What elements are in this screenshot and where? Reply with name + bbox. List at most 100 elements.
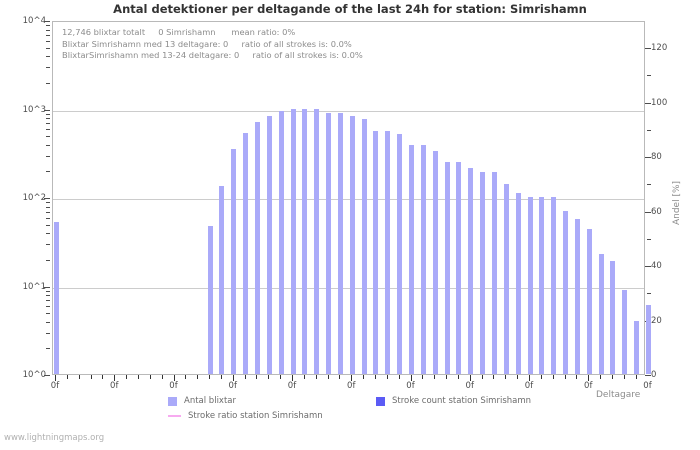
- y-axis-major-tick: [44, 198, 50, 199]
- bar: [254, 122, 260, 374]
- x-axis-minor-tick: [126, 375, 128, 379]
- gridline: [53, 199, 644, 200]
- bar: [290, 108, 296, 374]
- bar: [337, 112, 343, 374]
- bar: [373, 130, 379, 374]
- x-axis-minor-tick: [102, 375, 104, 379]
- x-axis-minor-tick: [422, 375, 424, 379]
- x-axis-minor-tick: [540, 375, 542, 379]
- plot-area: 12,746 blixtar totalt 0 Simrishamn mean …: [52, 21, 651, 375]
- x-axis-tick-label: 0f: [406, 381, 415, 391]
- bar: [326, 113, 332, 374]
- y-axis-minor-tick: [46, 129, 50, 131]
- chart-annotation-text: 12,746 blixtar totalt 0 Simrishamn mean …: [62, 27, 363, 62]
- bar: [515, 193, 521, 374]
- y-axis-minor-tick: [46, 224, 50, 226]
- x-axis-minor-tick: [327, 375, 329, 379]
- y2-axis-tick-label: 0: [651, 370, 657, 380]
- x-axis-major-tick: [55, 375, 56, 381]
- y2-axis-major-tick: [645, 102, 651, 104]
- legend-label: Stroke count station Simrishamn: [392, 396, 532, 406]
- x-axis-tick-label: 0f: [643, 381, 652, 391]
- x-axis-tick-label: 0f: [110, 381, 119, 391]
- y2-axis-tick-label: 100: [651, 97, 668, 108]
- x-axis-minor-tick: [197, 375, 199, 379]
- x-axis-minor-tick: [268, 375, 270, 379]
- bar: [491, 172, 497, 374]
- x-axis-minor-tick: [517, 375, 519, 379]
- annotation-line-3: BlixtarSimrishamn med 13-24 deltagare: 0…: [62, 50, 363, 61]
- x-axis-minor-tick: [220, 375, 222, 379]
- bar: [468, 168, 474, 374]
- y-axis-right-labels: 0 20 40 60 80 100 120: [651, 21, 697, 380]
- bar: [349, 115, 355, 374]
- y2-axis-tick-label: 20: [651, 315, 662, 326]
- y-axis-minor-tick: [46, 113, 50, 115]
- x-axis-minor-tick: [457, 375, 459, 379]
- bar: [634, 320, 640, 374]
- y2-axis-minor-tick: [647, 293, 651, 295]
- y-axis-minor-tick: [46, 123, 50, 125]
- y-axis-minor-tick: [46, 144, 50, 146]
- x-axis-minor-tick: [339, 375, 341, 379]
- y-axis-tick-label: 10^4: [22, 16, 46, 26]
- y-axis-minor-tick: [46, 233, 50, 235]
- y-axis-minor-tick: [46, 211, 50, 213]
- y2-axis-minor-tick: [647, 75, 651, 77]
- legend-antal-blixtar[interactable]: Antal blixtar: [168, 396, 236, 406]
- x-axis-tick-label: 0f: [50, 381, 60, 391]
- x-axis-tick-label: 0f: [465, 381, 474, 391]
- y-axis-minor-tick: [46, 136, 50, 138]
- bar: [622, 289, 628, 374]
- y-axis-minor-tick: [46, 118, 50, 120]
- legend-stroke-ratio[interactable]: Stroke ratio station Simrishamn: [168, 411, 323, 421]
- x-axis-minor-tick: [576, 375, 578, 379]
- y-axis-minor-tick: [46, 206, 50, 208]
- x-axis-title: Deltagare: [596, 390, 641, 400]
- y2-axis-tick-label: 80: [651, 152, 662, 163]
- x-axis-tick-label: 0f: [524, 381, 534, 391]
- y-axis-minor-tick: [46, 313, 50, 315]
- y-axis-minor-tick: [46, 290, 50, 292]
- bar: [420, 144, 426, 374]
- x-axis-minor-tick: [398, 375, 400, 379]
- bar: [586, 229, 592, 374]
- x-axis-tick-label: 0f: [584, 381, 593, 391]
- footer-watermark: www.lightningmaps.org: [4, 433, 105, 443]
- x-axis-minor-tick: [149, 375, 151, 379]
- bar: [480, 172, 486, 374]
- x-axis-minor-tick: [623, 375, 625, 379]
- y-axis-minor-tick: [46, 155, 50, 157]
- bar-series-antal-blixtar: [53, 22, 651, 374]
- y-axis-tick-label: 10^1: [22, 281, 46, 292]
- x-axis-major-tick: [529, 375, 530, 381]
- bar: [53, 222, 59, 374]
- x-axis-major-tick: [469, 375, 471, 381]
- bar: [231, 148, 237, 374]
- x-axis-minor-tick: [481, 375, 483, 379]
- bar: [385, 130, 391, 374]
- y-axis-minor-tick: [46, 47, 50, 49]
- y-axis-minor-tick: [46, 306, 50, 308]
- y-axis-minor-tick: [46, 171, 50, 173]
- y2-axis-tick-label: 40: [651, 261, 662, 272]
- legend-stroke-count[interactable]: Stroke count station Simrishamn: [376, 396, 531, 406]
- x-axis-tick-label: 0f: [287, 381, 297, 391]
- x-axis-major-tick: [410, 375, 412, 381]
- bar: [266, 115, 272, 374]
- y2-axis-major-tick: [645, 211, 651, 213]
- x-axis-minor-tick: [363, 375, 365, 379]
- x-axis-minor-tick: [137, 375, 139, 379]
- y-axis-tick-label: 10^0: [22, 370, 46, 380]
- bar: [219, 186, 225, 374]
- legend-label: Antal blixtar: [184, 396, 236, 406]
- y-axis-minor-tick: [46, 295, 50, 297]
- x-axis-minor-tick: [446, 375, 448, 379]
- x-axis-tick-label: 0f: [347, 381, 356, 391]
- bar: [503, 184, 509, 374]
- y2-axis-major-tick: [645, 266, 651, 268]
- bar: [278, 110, 284, 374]
- x-axis-minor-tick: [374, 375, 376, 379]
- y-axis-minor-tick: [46, 40, 50, 42]
